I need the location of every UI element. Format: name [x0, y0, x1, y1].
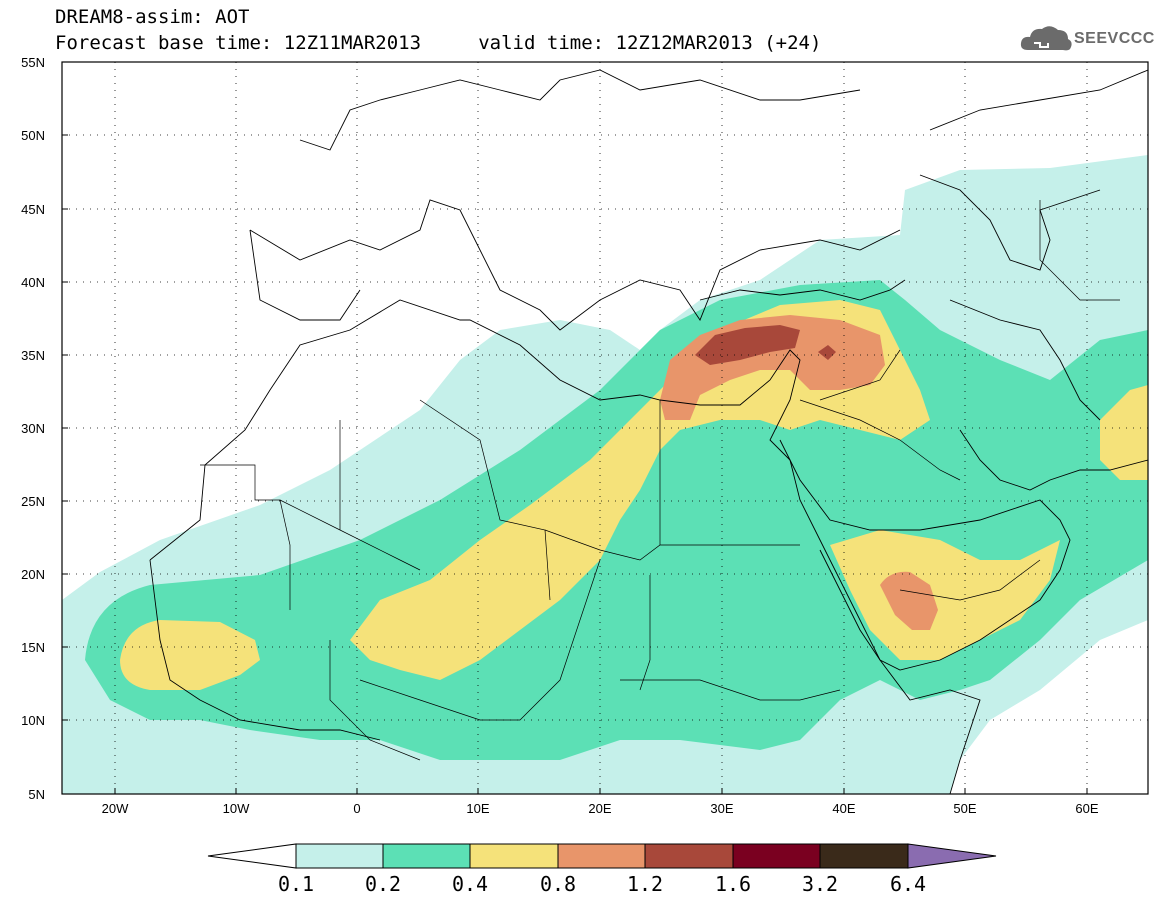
aot-band-0.4-gulf	[1100, 385, 1148, 480]
cloud-logo-icon	[1020, 26, 1072, 51]
lat-label-15n: 15N	[21, 640, 45, 655]
lat-label-20n: 20N	[21, 567, 45, 582]
colorbar-box-3	[469, 843, 559, 869]
colorbar-label-1.2: 1.2	[627, 872, 663, 896]
seevccc-logo: SEEVCCC	[1018, 20, 1158, 60]
lon-labels: 20W 10W 0 10E 20E 30E 40E 50E 60E	[102, 801, 1099, 816]
colorbar-box-7	[819, 843, 909, 869]
country-borders	[200, 200, 1120, 761]
aot-band-0.4-arabia	[830, 530, 1060, 660]
colorbar-label-0.4: 0.4	[452, 872, 488, 896]
colorbar-label-0.8: 0.8	[540, 872, 576, 896]
colorbar-box-2	[382, 843, 471, 869]
lon-label-50e: 50E	[953, 801, 976, 816]
logo-text: SEEVCCC	[1074, 30, 1155, 47]
colorbar-label-1.6: 1.6	[715, 872, 751, 896]
colorbar-arrow-high	[907, 843, 997, 869]
lat-label-35n: 35N	[21, 348, 45, 363]
coastlines	[149, 69, 1148, 794]
colorbar-label-6.4: 6.4	[890, 872, 926, 896]
aot-band-0.4	[350, 300, 930, 680]
lon-label-20e: 20E	[588, 801, 611, 816]
lat-labels: 55N 50N 45N 40N 35N 30N 25N 20N 15N 10N …	[21, 55, 45, 802]
lon-label-10w: 10W	[223, 801, 250, 816]
lat-label-5n: 5N	[28, 787, 45, 802]
lon-label-30e: 30E	[710, 801, 733, 816]
colorbar-box-5	[644, 843, 734, 869]
colorbar-label-0.1: 0.1	[278, 872, 314, 896]
lon-label-10e: 10E	[466, 801, 489, 816]
gridlines	[62, 62, 1148, 794]
lat-label-50n: 50N	[21, 128, 45, 143]
colorbar-box-1	[295, 843, 384, 869]
lat-label-30n: 30N	[21, 421, 45, 436]
colorbar-label-0.2: 0.2	[365, 872, 401, 896]
lon-label-40e: 40E	[832, 801, 855, 816]
colorbar	[207, 843, 997, 869]
lon-label-20w: 20W	[102, 801, 129, 816]
aot-band-1.2-spot	[818, 345, 836, 360]
lat-label-45n: 45N	[21, 202, 45, 217]
lat-label-55n: 55N	[21, 55, 45, 70]
lat-label-25n: 25N	[21, 494, 45, 509]
lon-label-60e: 60E	[1075, 801, 1098, 816]
colorbar-box-4	[557, 843, 646, 869]
tick-marks	[62, 61, 1088, 795]
colorbar-label-3.2: 3.2	[802, 872, 838, 896]
aot-band-0.4-africa-west	[120, 620, 260, 690]
map-subtitle: Forecast base time: 12Z11MAR2013 valid t…	[55, 32, 822, 54]
aot-band-0.8-arabia	[880, 571, 938, 630]
map-title: DREAM8-assim: AOT	[55, 6, 250, 28]
colorbar-labels: 0.1 0.2 0.4 0.8 1.2 1.6 3.2 6.4	[278, 872, 926, 896]
lat-label-10n: 10N	[21, 713, 45, 728]
aot-band-1.2	[695, 325, 800, 365]
lon-label-0: 0	[353, 801, 360, 816]
lat-label-40n: 40N	[21, 275, 45, 290]
aot-shading	[62, 155, 1148, 794]
colorbar-arrow-low	[207, 843, 297, 869]
colorbar-box-6	[732, 843, 821, 869]
